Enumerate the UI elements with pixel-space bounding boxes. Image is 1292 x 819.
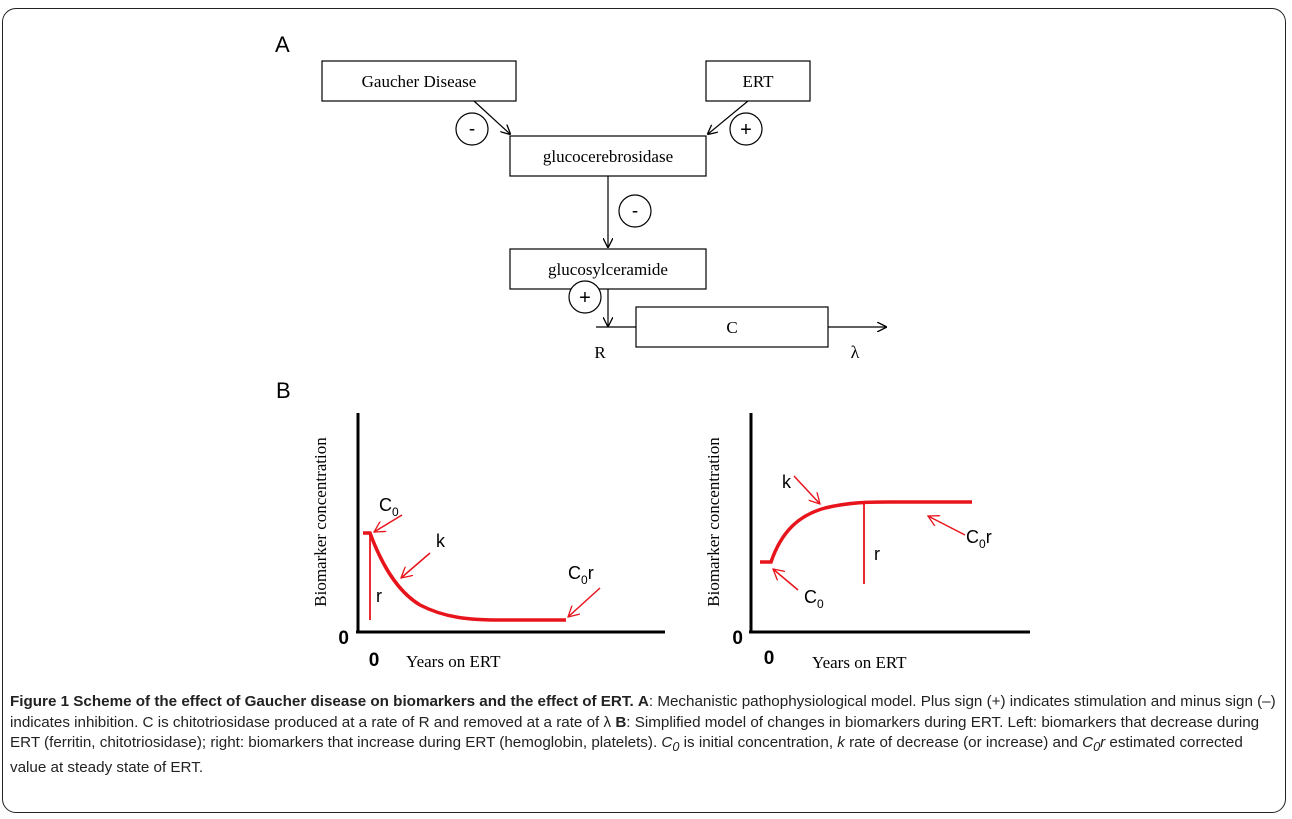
gaucher-disease-box: Gaucher Disease (321, 60, 517, 102)
plus-sign-glc: + (568, 280, 602, 314)
left-plot: Biomarker concentration 0 0 Years on ERT… (311, 413, 665, 671)
right-plot: Biomarker concentration 0 0 Years on ERT… (704, 413, 1030, 672)
left-origin-y: 0 (338, 628, 349, 649)
caption-a-tag: A (637, 693, 649, 710)
minus-sign-gaucher: - (455, 112, 489, 146)
minus-sign-gcase: - (618, 194, 652, 228)
right-r-label: r (874, 544, 880, 564)
left-y-axis-label: Biomarker concentration (311, 437, 330, 607)
lambda-label: λ (851, 342, 860, 362)
figure-frame (2, 8, 1286, 813)
panel-b-label: B (276, 378, 291, 403)
right-c0r-label: C0r (966, 527, 992, 551)
right-k-label: k (782, 472, 792, 492)
right-k-arrow (793, 475, 820, 504)
caption-b-text: : Simplified model of changes in biomark… (10, 713, 1260, 752)
ert-label: ERT (742, 72, 774, 91)
arrow-ert-to-gcase (708, 100, 749, 134)
figure-caption: Figure 1 Scheme of the effect of Gaucher… (10, 692, 1280, 778)
caption-c0r: C0r (1082, 734, 1106, 755)
left-x-axis-label: Years on ERT (406, 652, 501, 671)
left-r-label: r (376, 586, 382, 606)
caption-title: Figure 1 Scheme of the effect of Gaucher… (10, 693, 634, 710)
rate-r-label: R (594, 343, 606, 362)
right-c0-label: C0 (804, 587, 824, 611)
caption-t2: rate of decrease (or increase) and (844, 734, 1083, 751)
svg-text:-: - (469, 119, 475, 140)
caption-t1: is initial concentration, (679, 734, 838, 751)
panel-a-label: A (275, 32, 290, 57)
chitotriosidase-label: C (726, 318, 737, 337)
left-c0-label: C0 (379, 495, 399, 519)
figure-diagram: A Gaucher Disease ERT glucocerebrosidase… (275, 32, 1030, 672)
left-c0r-label: C0r (568, 563, 594, 587)
left-decay-curve (363, 531, 566, 622)
glucocerebrosidase-label: glucocerebrosidase (543, 147, 673, 166)
right-growth-curve (760, 500, 972, 564)
right-origin-x: 0 (764, 648, 775, 669)
gaucher-disease-label: Gaucher Disease (362, 72, 477, 91)
caption-k: k (837, 734, 845, 751)
caption-t3: estimated corrected value at steady stat… (10, 734, 1243, 776)
glucosylceramide-label: glucosylceramide (548, 260, 668, 279)
left-origin-x: 0 (369, 650, 380, 671)
right-c0-arrow (773, 569, 799, 591)
svg-text:-: - (632, 201, 638, 222)
left-k-label: k (436, 531, 446, 551)
right-y-axis-label: Biomarker concentration (704, 437, 723, 607)
ert-box: ERT (705, 60, 811, 102)
left-k-arrow (401, 552, 431, 578)
plus-sign-ert: + (729, 112, 763, 146)
caption-b-tag: B (615, 713, 627, 731)
right-x-axis-label: Years on ERT (812, 653, 907, 672)
svg-text:+: + (740, 119, 752, 141)
svg-text:+: + (579, 287, 591, 309)
caption-c0: C0 (661, 734, 680, 755)
right-c0r-arrow (928, 516, 966, 536)
arrow-gaucher-to-gcase (473, 100, 510, 134)
left-c0r-arrow (568, 587, 601, 617)
caption-a-text: : Mechanistic pathophysiological model. … (10, 693, 1276, 731)
chitotriosidase-box: C (635, 306, 829, 348)
glucocerebrosidase-box: glucocerebrosidase (509, 135, 707, 177)
left-c0-arrow (374, 514, 403, 532)
glucosylceramide-box: glucosylceramide (509, 248, 707, 290)
right-origin-y: 0 (732, 628, 743, 649)
